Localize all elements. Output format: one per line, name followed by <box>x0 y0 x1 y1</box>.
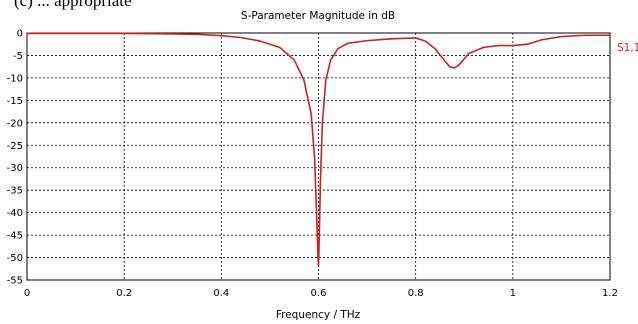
x-tick-label: 0 <box>24 288 30 299</box>
legend-entry-s11: S1,1 <box>617 42 638 54</box>
y-tick-label: -15 <box>7 96 23 107</box>
y-tick-label: -45 <box>7 231 23 242</box>
x-tick-label: 0.8 <box>408 288 424 299</box>
y-tick-label: -20 <box>7 118 23 129</box>
y-tick-label: -10 <box>7 73 23 84</box>
y-tick-label: -35 <box>7 186 23 197</box>
y-tick-label: -40 <box>7 208 23 219</box>
y-tick-label: 0 <box>17 29 23 40</box>
series-line-s11 <box>27 32 610 268</box>
y-axis-ticks: 0 -5 -10 -15 -20 -25 -30 -35 -40 -45 -50 -55 <box>7 29 23 287</box>
plot-frame <box>26 32 611 281</box>
y-tick-label: -5 <box>13 51 23 62</box>
y-tick-label: -50 <box>7 253 23 264</box>
series-layer <box>27 32 610 268</box>
x-tick-label: 1 <box>510 288 516 299</box>
x-tick-label: 0.6 <box>311 288 327 299</box>
caption-fragment: (c) ... appropriate <box>14 0 132 10</box>
x-axis-ticks: 0 0.2 0.4 0.6 0.8 1 1.2 <box>24 288 618 299</box>
x-tick-label: 0.2 <box>116 288 132 299</box>
chart-title: S-Parameter Magnitude in dB <box>241 10 395 22</box>
grid <box>27 33 610 280</box>
y-tick-label: -25 <box>7 141 23 152</box>
y-tick-label: -55 <box>7 276 23 287</box>
x-axis-title: Frequency / THz <box>276 309 361 321</box>
y-tick-label: -30 <box>7 163 23 174</box>
x-tick-label: 1.2 <box>602 288 618 299</box>
x-tick-label: 0.4 <box>213 288 229 299</box>
